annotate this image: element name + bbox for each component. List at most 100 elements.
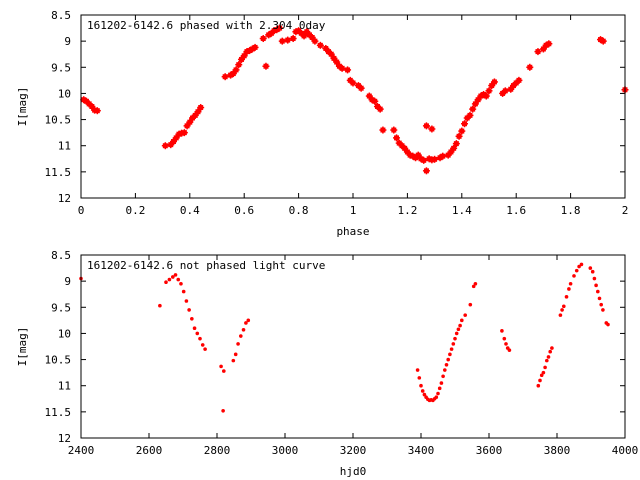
data-point xyxy=(568,281,573,286)
x-tick-label: 1.8 xyxy=(561,204,581,217)
data-points xyxy=(79,262,610,413)
unphased-light-curve-panel: 8.5 9 9.5 10 10.5 11 11.5 12 2400 2600 2800 3000 32… xyxy=(16,249,638,478)
y-tick-label: 11.5 xyxy=(45,166,72,179)
data-point xyxy=(232,66,240,74)
data-point xyxy=(434,395,439,400)
data-point xyxy=(176,277,181,282)
data-point xyxy=(349,79,357,87)
x-tick-label: 1.6 xyxy=(506,204,526,217)
data-point xyxy=(186,118,194,126)
y-tick-label: 10 xyxy=(58,87,71,100)
y-tick-labels: 8.5 9 9.5 10 10.5 11 11.5 12 xyxy=(45,249,72,445)
data-point xyxy=(221,73,229,81)
data-point xyxy=(237,55,245,63)
data-point xyxy=(599,37,607,45)
data-point xyxy=(550,346,554,350)
data-point xyxy=(564,295,569,299)
data-point xyxy=(562,304,566,309)
data-point xyxy=(500,329,504,333)
x-tick-label: 2400 xyxy=(68,444,95,457)
plot-title: 161202-6142.6 not phased light curve xyxy=(87,259,325,272)
data-point xyxy=(197,104,205,112)
data-point xyxy=(504,342,508,346)
data-point xyxy=(161,142,169,150)
data-point xyxy=(482,92,490,100)
x-tick-label: 0.8 xyxy=(289,204,309,217)
y-tick-label: 9.5 xyxy=(51,61,71,74)
data-point xyxy=(192,326,197,331)
data-point xyxy=(308,33,316,41)
data-point xyxy=(420,156,428,164)
data-point xyxy=(300,32,308,40)
data-point xyxy=(469,105,477,113)
data-point xyxy=(344,66,352,74)
data-point xyxy=(485,87,493,95)
data-point xyxy=(468,302,473,307)
data-point xyxy=(229,70,237,78)
data-point xyxy=(443,368,447,372)
data-point xyxy=(164,280,168,284)
y-tick-label: 9 xyxy=(64,35,71,48)
data-point xyxy=(451,342,456,346)
data-point xyxy=(574,268,579,273)
data-point xyxy=(439,381,444,385)
y-tick-label: 9 xyxy=(64,275,71,288)
y-tick-label: 11.5 xyxy=(45,406,72,419)
data-point xyxy=(422,122,430,130)
x-tick-label: 2600 xyxy=(136,444,163,457)
x-tick-label: 2 xyxy=(622,204,629,217)
data-point xyxy=(379,126,387,134)
data-point xyxy=(507,348,512,352)
y-tick-labels: 8.5 9 9.5 10 10.5 11 11.5 12 xyxy=(45,9,72,205)
data-point xyxy=(241,327,246,332)
data-point xyxy=(543,365,547,370)
data-point xyxy=(546,355,551,359)
data-point xyxy=(371,97,379,105)
data-point xyxy=(447,148,455,156)
data-point xyxy=(200,343,205,347)
x-axis-label: phase xyxy=(336,225,369,238)
data-point xyxy=(590,269,595,274)
data-point xyxy=(450,144,458,152)
y-tick-label: 8.5 xyxy=(51,9,71,22)
data-point xyxy=(452,140,460,148)
data-point xyxy=(461,120,469,128)
x-axis-label: hjd0 xyxy=(340,465,367,478)
data-point xyxy=(474,96,482,104)
data-point xyxy=(284,36,292,44)
data-point xyxy=(376,105,384,113)
data-point xyxy=(417,376,422,380)
data-point xyxy=(240,52,248,60)
data-point xyxy=(251,43,259,51)
data-point xyxy=(441,374,445,379)
data-points xyxy=(80,24,629,175)
data-point xyxy=(444,363,449,367)
data-point xyxy=(558,313,563,317)
data-point xyxy=(534,48,542,56)
data-point xyxy=(422,392,427,397)
data-point xyxy=(601,308,605,312)
data-point xyxy=(538,378,542,383)
data-point xyxy=(439,152,447,160)
data-point xyxy=(181,289,186,294)
data-point xyxy=(449,347,454,351)
data-point xyxy=(431,155,439,163)
data-point xyxy=(276,24,284,32)
data-point xyxy=(594,283,598,288)
data-point xyxy=(460,318,464,323)
data-point xyxy=(422,167,430,175)
data-point xyxy=(466,111,474,119)
data-point xyxy=(172,134,180,142)
x-tick-labels: 2400 2600 2800 3000 3200 3400 3600 3800 4000 xyxy=(68,444,639,457)
x-tick-label: 1.4 xyxy=(452,204,472,217)
data-point xyxy=(437,386,442,391)
data-point xyxy=(490,78,498,86)
x-tick-label: 0.4 xyxy=(180,204,200,217)
data-point xyxy=(173,273,178,277)
data-point xyxy=(458,323,462,328)
data-point xyxy=(330,54,338,62)
data-point xyxy=(180,129,188,137)
x-tick-labels: 0 0.2 0.4 0.6 0.8 1 1.2 1.4 1.6 1.8 2 xyxy=(78,204,629,217)
data-point xyxy=(414,151,422,159)
